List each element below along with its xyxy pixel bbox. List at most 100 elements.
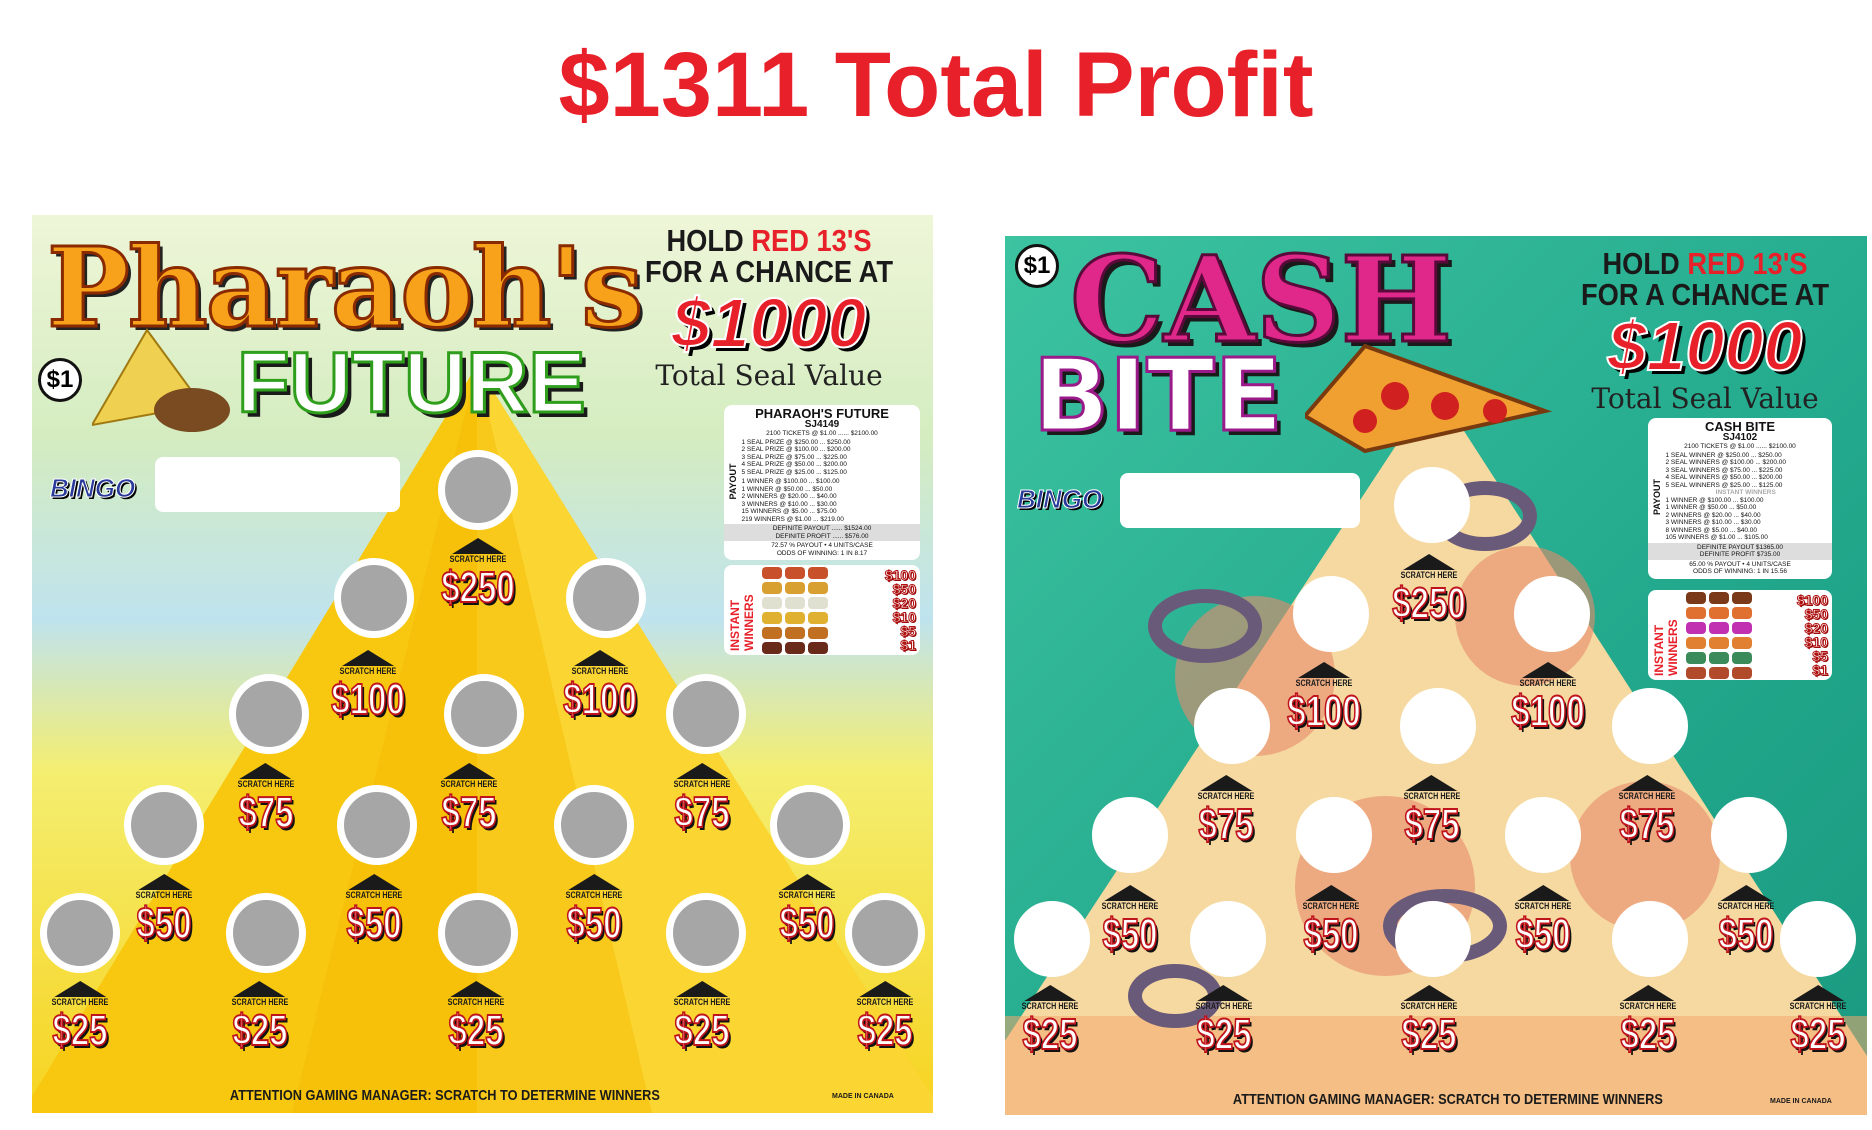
scratch-spot[interactable] <box>444 674 525 754</box>
scratch-arrow-icon <box>1516 885 1569 902</box>
scratch-spot[interactable] <box>1779 900 1856 977</box>
scratch-spot[interactable] <box>334 558 415 638</box>
prize-label: SCRATCH HERE $25 <box>1187 984 1260 1059</box>
scratch-here-text: SCRATCH HERE <box>1295 677 1353 688</box>
prize-label: SCRATCH HERE $75 <box>665 763 738 838</box>
prize-label: SCRATCH HERE $100 <box>551 649 649 724</box>
winner-payout-line: 3 WINNERS @ $10.00 ... $30.00 <box>1665 519 1761 526</box>
scratch-spot[interactable] <box>566 558 647 638</box>
prize-amount: $75 <box>1403 800 1460 850</box>
scratch-arrow-icon <box>1024 984 1077 1001</box>
scratch-spot[interactable] <box>769 785 850 866</box>
red-13s-text: RED 13'S <box>1687 246 1808 281</box>
scratch-spot[interactable] <box>225 892 306 973</box>
odds: ODDS OF WINNING: 1 IN 15.56 <box>1693 568 1787 575</box>
instant-symbol-icon <box>1709 621 1729 634</box>
instant-winners-label: INSTANT WINNERS <box>1652 619 1680 676</box>
scratch-arrow-icon <box>1620 775 1673 792</box>
instant-symbol-icon <box>1686 591 1706 604</box>
winner-payout-line: 8 WINNERS @ $5.00 ... $40.00 <box>1665 526 1758 534</box>
scratch-here-text: SCRATCH HERE <box>450 554 507 565</box>
instant-symbol-icon <box>785 566 805 579</box>
prize-label: SCRATCH HERE $100 <box>1275 661 1373 736</box>
scratch-arrow-icon <box>233 980 286 997</box>
prize-label: SCRATCH HERE $25 <box>439 980 512 1055</box>
prize-amount: $25 <box>857 1005 914 1055</box>
prize-amount: $50 <box>1718 910 1775 960</box>
definite-profit: DEFINITE PROFIT $735.00 <box>1699 551 1781 558</box>
prize-label: SCRATCH HERE $50 <box>1294 885 1367 960</box>
instant-symbol-icon <box>808 566 828 579</box>
instant-prize-value: $50 <box>892 581 916 597</box>
scratch-spot[interactable] <box>665 892 746 973</box>
scratch-spot[interactable] <box>1612 900 1689 977</box>
scratch-spot[interactable] <box>1295 796 1372 873</box>
payout-percent: 72.57 % PAYOUT • 4 UNITS/CASE <box>771 542 873 549</box>
instant-symbol-icon <box>1709 666 1729 679</box>
cash-bite-ticket: $1 CASH BITE HOLD RED 13'S FOR A CHANCE … <box>1005 236 1867 1115</box>
prize-label: SCRATCH HERE $50 <box>127 874 200 949</box>
winner-payout-line: 3 WINNERS @ $10.00 ... $30.00 <box>741 500 837 508</box>
scratch-spot[interactable] <box>123 785 204 866</box>
scratch-here-text: SCRATCH HERE <box>566 890 623 901</box>
instant-winners-label: INSTANT WINNERS <box>728 594 756 651</box>
scratch-spot[interactable] <box>845 892 926 973</box>
scratch-here-text: SCRATCH HERE <box>1519 677 1576 688</box>
scratch-arrow-icon <box>1403 553 1456 570</box>
payout-info-box: PHARAOH'S FUTURE SJ4149 2100 TICKETS @ $… <box>724 405 920 560</box>
red-13s-text: RED 13'S <box>751 223 872 258</box>
prize-amount: $75 <box>674 788 731 838</box>
made-in-canada: MADE IN CANADA <box>832 1093 894 1100</box>
winner-payout-line: 2 WINNERS @ $20.00 ... $40.00 <box>741 493 837 500</box>
instant-prize-value: $50 <box>1804 606 1828 622</box>
scratch-spot[interactable] <box>1393 466 1470 543</box>
scratch-spot[interactable] <box>1399 687 1476 764</box>
seal-payout-line: 3 SEAL PRIZE @ $75.00 ... $225.00 <box>741 453 847 461</box>
instant-winners-box: INSTANT WINNERS $100 $50 $20 $10 $5 $1 <box>1648 590 1832 680</box>
scratch-here-text: SCRATCH HERE <box>1789 1000 1847 1011</box>
instant-symbol-icon <box>785 611 805 624</box>
prize-label: SCRATCH HERE $50 <box>558 874 631 949</box>
scratch-spot[interactable] <box>336 785 417 866</box>
info-name: PHARAOH'S FUTURE <box>755 406 889 421</box>
instant-prize-value: $10 <box>1804 634 1828 650</box>
prize-label: SCRATCH HERE $50 <box>338 874 411 949</box>
instant-symbol-icon <box>1686 636 1706 649</box>
prize-amount: $75 <box>237 788 294 838</box>
instant-symbol-icon <box>1732 636 1752 649</box>
definite-payout: DEFINITE PAYOUT $1365.00 <box>1697 543 1783 551</box>
scratch-spot[interactable] <box>1193 687 1270 764</box>
scratch-spot[interactable] <box>1092 796 1169 873</box>
prize-amount: $25 <box>674 1005 731 1055</box>
scratch-arrow-icon <box>452 538 505 555</box>
instant-prize-value: $10 <box>892 609 916 625</box>
prize-amount: $100 <box>1510 686 1585 736</box>
scratch-here-text: SCRATCH HERE <box>1197 791 1255 802</box>
prize-amount: $25 <box>1790 1009 1847 1059</box>
scratch-arrow-icon <box>1104 885 1157 902</box>
scratch-spot[interactable] <box>438 450 519 531</box>
scratch-spot[interactable] <box>438 892 519 973</box>
scratch-spot[interactable] <box>1190 900 1267 977</box>
scratch-spot[interactable] <box>665 674 746 754</box>
scratch-spot[interactable] <box>1710 796 1787 873</box>
instant-symbol-icon <box>1709 636 1729 649</box>
instant-symbol-icon <box>762 626 782 639</box>
instant-prize-value: $20 <box>892 595 916 611</box>
payout-info-box: CASH BITE SJ4102 2100 TICKETS @ $1.00 ..… <box>1648 418 1832 579</box>
instant-symbol-icon <box>785 626 805 639</box>
serial-box <box>155 457 400 512</box>
scratch-spot[interactable] <box>1504 796 1581 873</box>
instant-symbol-icon <box>1732 606 1752 619</box>
scratch-spot[interactable] <box>40 892 121 973</box>
scratch-spot[interactable] <box>1014 900 1091 977</box>
instant-symbol-icon <box>1686 651 1706 664</box>
scratch-spot[interactable] <box>1514 575 1591 652</box>
scratch-spot[interactable] <box>554 785 635 866</box>
scratch-arrow-icon <box>1791 984 1844 1001</box>
scratch-spot[interactable] <box>1612 687 1689 764</box>
instant-symbol-icon <box>808 611 828 624</box>
scratch-spot[interactable] <box>1293 575 1370 652</box>
scratch-spot[interactable] <box>229 674 310 754</box>
scratch-spot[interactable] <box>1394 900 1471 977</box>
